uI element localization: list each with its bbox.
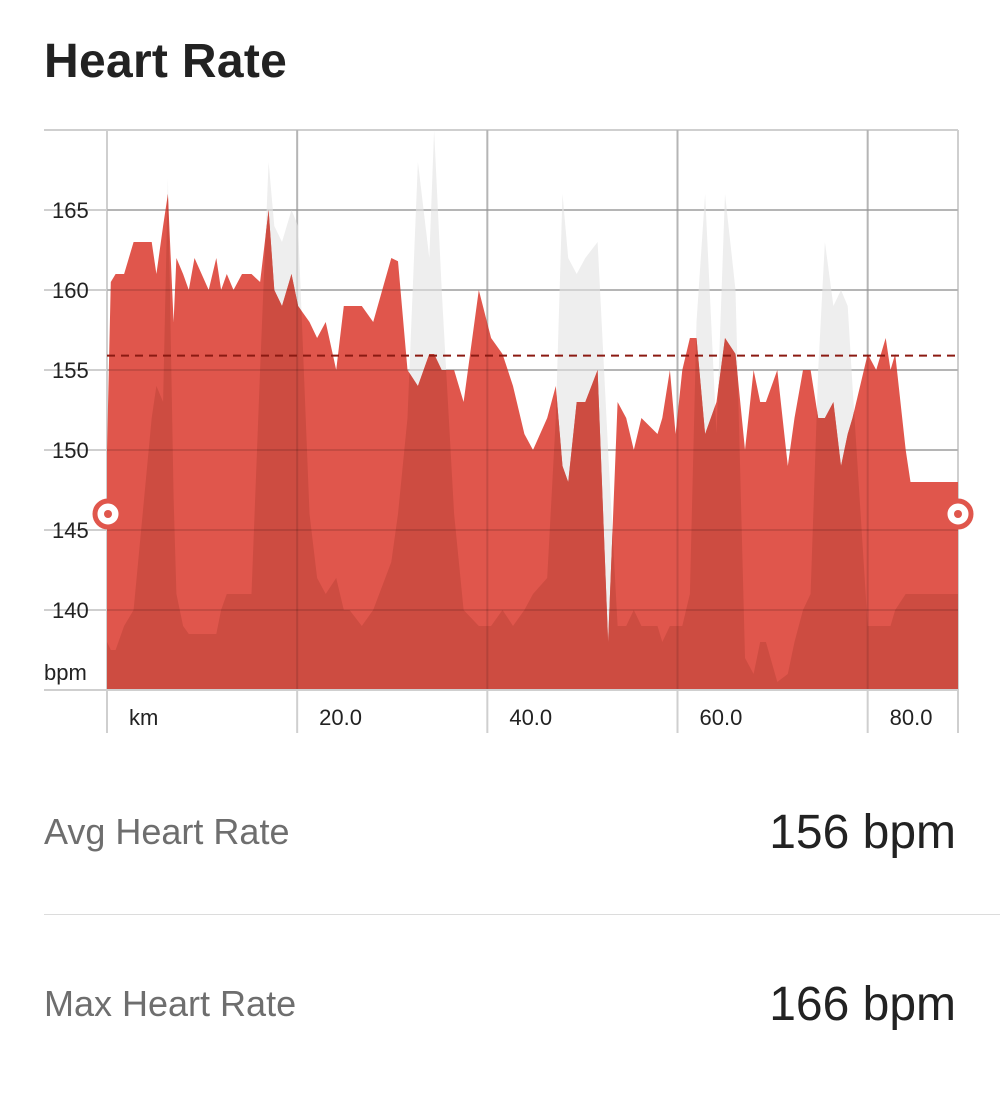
max-heart-rate-label: Max Heart Rate — [44, 983, 297, 1024]
y-tick-label: 155 — [52, 358, 89, 383]
y-tick-label: 140 — [52, 598, 89, 623]
avg-heart-rate-value: 156 bpm — [769, 805, 956, 859]
y-unit-label: bpm — [44, 660, 87, 685]
y-tick-label: 160 — [52, 278, 89, 303]
heart-rate-chart[interactable]: 140 145 150 155 160 165 bpm km 20.0 40.0 60.0 80.0 — [0, 0, 1000, 760]
heart-rate-area — [107, 194, 958, 690]
y-tick-label: 165 — [52, 198, 89, 223]
x-tick-label: 40.0 — [509, 705, 552, 730]
x-tick-label: 60.0 — [700, 705, 743, 730]
avg-heart-rate-label: Avg Heart Rate — [44, 811, 290, 852]
x-unit-label: km — [129, 705, 158, 730]
x-tick-label: 20.0 — [319, 705, 362, 730]
page-title: Heart Rate — [44, 35, 288, 88]
y-tick-label: 150 — [52, 438, 89, 463]
range-start-handle-dot — [104, 510, 112, 518]
elevation-shadow — [107, 194, 958, 690]
range-end-handle-dot — [954, 510, 962, 518]
divider — [44, 914, 1000, 915]
max-heart-rate-value: 166 bpm — [769, 977, 956, 1031]
y-tick-label: 145 — [52, 518, 89, 543]
x-tick-label: 80.0 — [890, 705, 933, 730]
avg-heart-rate-row: Avg Heart Rate 156 bpm — [44, 800, 956, 864]
max-heart-rate-row: Max Heart Rate 166 bpm — [44, 972, 956, 1036]
